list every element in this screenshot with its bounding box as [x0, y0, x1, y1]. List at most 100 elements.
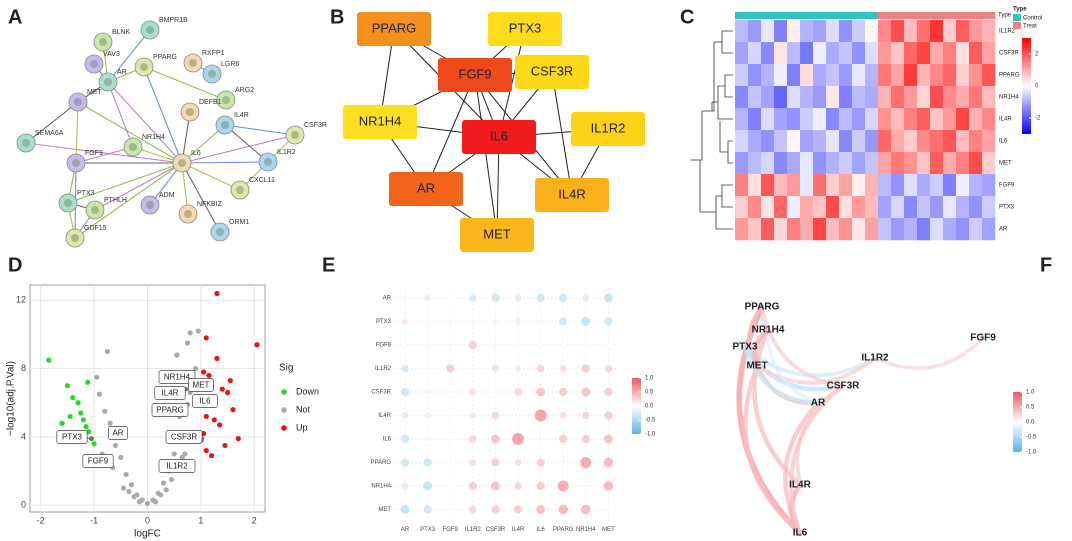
node	[357, 12, 431, 46]
dot	[469, 459, 477, 466]
heat-cell	[982, 218, 996, 241]
heat-cell	[891, 174, 905, 197]
heat-cell	[930, 130, 944, 153]
node-label: CXCL11	[249, 177, 275, 184]
heat-cell	[735, 20, 749, 43]
edge	[74, 162, 183, 239]
heat-cell	[878, 174, 892, 197]
node-label: LGR6	[221, 61, 239, 68]
panel-label: F	[1040, 254, 1052, 276]
heat-cell	[852, 42, 866, 65]
node-core	[140, 63, 148, 71]
legend-swatch	[1013, 22, 1021, 29]
y-tick-label: IL1R2	[375, 366, 392, 372]
colorbar-label: 0.0	[1026, 420, 1035, 426]
point	[128, 482, 135, 488]
dot	[448, 507, 453, 512]
x-tick-label: -2	[37, 515, 45, 525]
node-label: NR1H4	[359, 113, 402, 128]
heat-cell	[904, 108, 918, 131]
heat-cell	[930, 174, 944, 197]
node-label: IL6	[191, 150, 201, 157]
node-label: PPARG	[745, 302, 780, 313]
gene-box	[192, 394, 218, 408]
node-label: IL1R2	[591, 120, 626, 135]
heat-cell	[761, 20, 775, 43]
heat-cell	[813, 42, 827, 65]
node	[571, 112, 645, 146]
dot	[603, 434, 613, 444]
heat-cell	[839, 196, 853, 219]
edge	[224, 124, 269, 163]
node-label: MET	[746, 361, 767, 372]
heat-cell	[878, 108, 892, 131]
dot	[512, 433, 524, 445]
heat-cell	[839, 130, 853, 153]
type-cell	[982, 12, 996, 19]
heat-cell	[787, 130, 801, 153]
heat-cell	[735, 86, 749, 109]
panel-label: C	[680, 6, 694, 28]
dot	[583, 342, 588, 348]
heat-cell	[735, 152, 749, 175]
point	[200, 369, 207, 375]
heat-cell	[735, 174, 749, 197]
point	[254, 342, 260, 348]
edge	[181, 162, 221, 233]
heat-cell	[826, 218, 840, 241]
heat-cell	[982, 42, 996, 65]
node-label: FGF9	[458, 66, 491, 81]
heat-cell	[904, 152, 918, 175]
heat-cell	[787, 42, 801, 65]
heat-cell	[904, 86, 918, 109]
heat-cell	[787, 196, 801, 219]
row-label: AR	[999, 227, 1008, 233]
dot	[423, 505, 432, 514]
heat-cell	[930, 42, 944, 65]
heat-cell	[774, 64, 788, 87]
row-label: IL6	[999, 139, 1008, 145]
row-label: PPARG	[999, 73, 1020, 79]
dot	[400, 434, 410, 444]
dot	[559, 412, 567, 419]
heat-cell	[865, 64, 879, 87]
heat-cell	[878, 20, 892, 43]
point	[64, 383, 70, 389]
colorbar-label: -1.0	[645, 432, 656, 438]
node-label: MET	[483, 226, 511, 241]
type-cell	[774, 12, 788, 19]
heat-cell	[982, 64, 996, 87]
y-tick-label: NR1H4	[371, 484, 391, 490]
heat-cell	[748, 86, 762, 109]
colorbar-label: 0.0	[645, 404, 654, 410]
heat-cell	[891, 20, 905, 43]
row-label: FGF9	[999, 183, 1015, 189]
dot	[538, 342, 543, 348]
node-label: PPARG	[153, 54, 177, 61]
heat-cell	[774, 218, 788, 241]
point	[112, 442, 119, 449]
node-label: NR1H4	[752, 325, 785, 336]
heat-cell	[761, 174, 775, 197]
gene-label: IL4R	[162, 389, 179, 398]
edge	[67, 162, 183, 204]
heat-cell	[865, 218, 879, 241]
dot	[581, 504, 591, 515]
node	[462, 120, 536, 154]
node	[389, 172, 463, 206]
point	[152, 499, 159, 505]
node	[438, 58, 512, 92]
dot	[514, 459, 522, 466]
dot	[513, 505, 523, 514]
dot	[447, 319, 453, 324]
heat-cell	[839, 42, 853, 65]
heat-cell	[969, 20, 983, 43]
colorbar-label: -1.0	[1026, 450, 1037, 456]
node-core	[91, 206, 99, 214]
dot	[604, 411, 613, 420]
point	[85, 379, 91, 385]
heat-cell	[930, 20, 944, 43]
heat-cell	[956, 42, 970, 65]
legend-title: Type	[1013, 7, 1027, 13]
